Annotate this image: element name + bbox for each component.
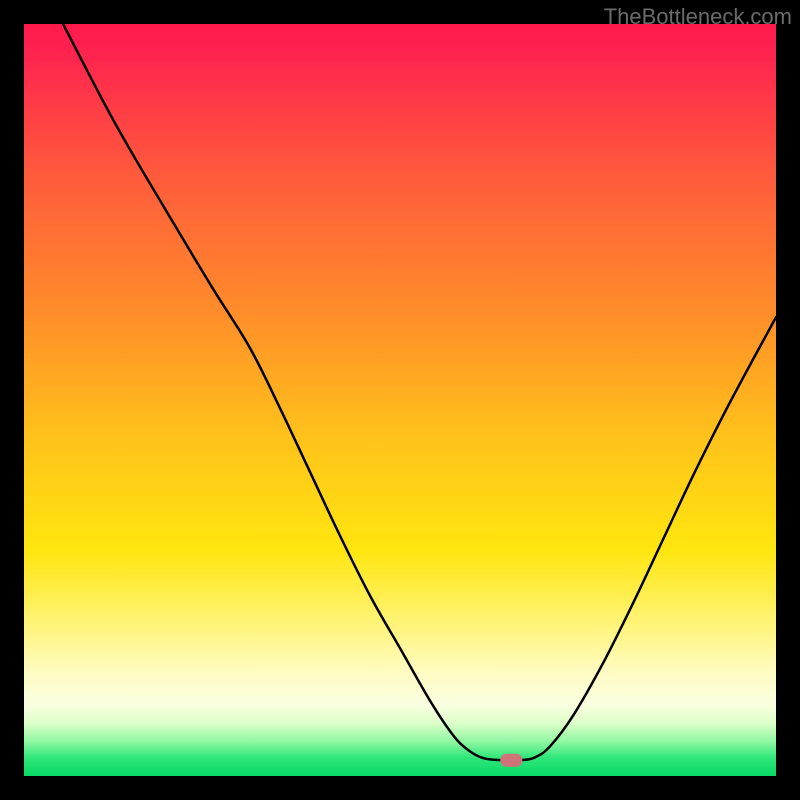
chart-container: TheBottleneck.com bbox=[0, 0, 800, 800]
watermark-text: TheBottleneck.com bbox=[604, 4, 792, 30]
bottleneck-chart-svg bbox=[0, 0, 800, 800]
plot-background bbox=[24, 24, 776, 776]
minimum-marker bbox=[500, 754, 522, 767]
